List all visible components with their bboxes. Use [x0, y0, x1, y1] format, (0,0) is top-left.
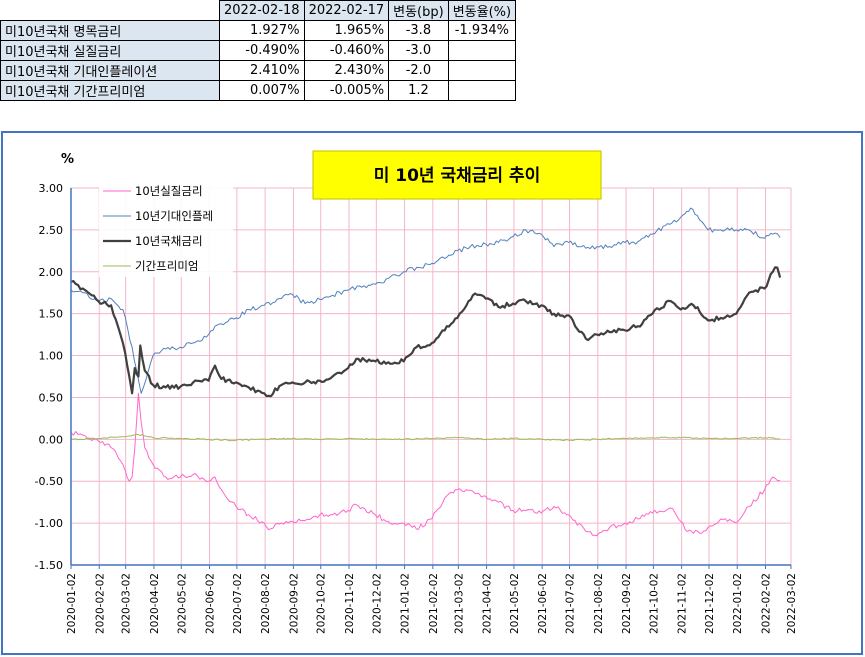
cell-change-bp: -2.0 — [388, 60, 449, 81]
legend-label: 10년실질금리 — [135, 184, 203, 198]
line-chart: -1.50 -1.00 -0.50 0.00 0.50 1.00 1.50 2.00 2.50 3… — [35, 150, 798, 634]
rate-summary-table: 2022-02-18 2022-02-17 변동(bp) 변동율(%) 미10년… — [0, 0, 517, 101]
cell-value-1: 0.007% — [219, 80, 305, 101]
chart-area: -1.50 -1.00 -0.50 0.00 0.50 1.00 1.50 2.00 2.50 3… — [1, 131, 863, 655]
x-tick-label: 2020-03-02 — [121, 573, 133, 634]
x-tick-label: 2021-07-02 — [565, 573, 577, 634]
x-tick-label: 2020-12-02 — [371, 573, 383, 634]
series-line-2 — [70, 207, 781, 394]
table-header-row: 2022-02-18 2022-02-17 변동(bp) 변동율(%) — [0, 0, 517, 21]
x-tick-label: 2020-05-02 — [176, 573, 188, 634]
table-row: 미10년국채 기대인플레이션 2.410% 2.430% -2.0 — [0, 60, 517, 81]
cell-change-pct — [447, 60, 517, 81]
legend-label: 10년기대인플레 — [135, 209, 213, 223]
x-tick-label: 2022-01-02 — [732, 573, 744, 634]
x-tick-label: 2020-02-02 — [94, 573, 106, 634]
cell-change-pct: -1.934% — [447, 20, 517, 41]
chart-title: 미 10년 국채금리 추이 — [374, 166, 541, 186]
chart-series — [70, 207, 782, 537]
table-row: 미10년국채 실질금리 -0.490% -0.460% -3.0 — [0, 40, 517, 61]
y-unit-label: % — [61, 152, 74, 167]
cell-value-2: 2.430% — [303, 60, 390, 81]
x-tick-label: 2021-02-02 — [428, 573, 440, 634]
row-label: 미10년국채 기대인플레이션 — [0, 60, 220, 81]
y-tick-label: 3.00 — [39, 182, 64, 195]
table-corner-cell — [0, 0, 220, 21]
y-tick-label: 0.50 — [39, 391, 64, 404]
x-tick-label: 2020-10-02 — [316, 573, 328, 634]
y-tick-label: 2.00 — [39, 266, 64, 279]
y-tick-label: -1.00 — [35, 517, 63, 530]
table-row: 미10년국채 기간프리미엄 0.007% -0.005% 1.2 — [0, 80, 517, 101]
cell-change-pct — [447, 80, 517, 101]
cell-value-1: 2.410% — [219, 60, 305, 81]
x-tick-label: 2020-08-02 — [260, 573, 272, 634]
y-tick-label: -1.50 — [35, 559, 63, 572]
y-tick-label: 1.00 — [39, 350, 64, 363]
y-tick-label: 0.00 — [39, 433, 64, 446]
y-tick-label: 1.50 — [39, 308, 64, 321]
x-tick-label: 2020-09-02 — [288, 573, 300, 634]
series-line-4 — [70, 433, 781, 442]
x-tick-label: 2020-04-02 — [149, 573, 161, 634]
cell-value-2: 1.965% — [303, 20, 390, 41]
series-line-3 — [70, 266, 782, 398]
x-tick-label: 2020-01-02 — [66, 573, 78, 634]
legend-label: 기간프리미엄 — [135, 259, 198, 273]
chart-title-box — [312, 150, 602, 200]
x-tick-label: 2022-02-02 — [760, 573, 772, 634]
y-tick-label: 2.50 — [39, 224, 64, 237]
chart-ticks: -1.50 -1.00 -0.50 0.00 0.50 1.00 1.50 2.00 2.50 3… — [35, 182, 798, 634]
x-tick-label: 2022-03-02 — [786, 573, 798, 634]
x-tick-label: 2021-11-02 — [677, 573, 689, 634]
y-tick-label: -0.50 — [35, 475, 63, 488]
cell-change-bp: -3.8 — [388, 20, 449, 41]
header-change-bp: 변동(bp) — [388, 0, 449, 21]
legend-label: 10년국채금리 — [135, 234, 203, 248]
cell-change-pct — [447, 40, 517, 61]
cell-value-2: -0.460% — [303, 40, 390, 61]
x-tick-label: 2021-08-02 — [593, 573, 605, 634]
x-tick-label: 2021-03-02 — [453, 573, 465, 634]
x-tick-label: 2021-09-02 — [621, 573, 633, 634]
cell-value-2: -0.005% — [303, 80, 390, 101]
x-tick-label: 2021-05-02 — [509, 573, 521, 634]
chart-axes — [70, 188, 791, 566]
x-tick-label: 2021-10-02 — [648, 573, 660, 634]
legend-box — [99, 179, 233, 277]
header-date-2: 2022-02-17 — [303, 0, 390, 21]
cell-value-1: 1.927% — [219, 20, 305, 41]
header-change-pct: 변동율(%) — [447, 0, 517, 21]
x-tick-label: 2020-11-02 — [344, 573, 356, 634]
x-tick-label: 2020-07-02 — [232, 573, 244, 634]
cell-change-bp: -3.0 — [388, 40, 449, 61]
row-label: 미10년국채 기간프리미엄 — [0, 80, 220, 101]
table-row: 미10년국채 명목금리 1.927% 1.965% -3.8 -1.934% — [0, 20, 517, 41]
row-label: 미10년국채 실질금리 — [0, 40, 220, 61]
cell-value-1: -0.490% — [219, 40, 305, 61]
x-tick-label: 2021-04-02 — [482, 573, 494, 634]
x-tick-label: 2021-01-02 — [400, 573, 412, 634]
row-label: 미10년국채 명목금리 — [0, 20, 220, 41]
series-line-1 — [70, 392, 781, 537]
cell-change-bp: 1.2 — [388, 80, 449, 101]
header-date-1: 2022-02-18 — [219, 0, 305, 21]
x-tick-label: 2020-06-02 — [205, 573, 217, 634]
x-tick-label: 2021-12-02 — [704, 573, 716, 634]
x-tick-label: 2021-06-02 — [537, 573, 549, 634]
